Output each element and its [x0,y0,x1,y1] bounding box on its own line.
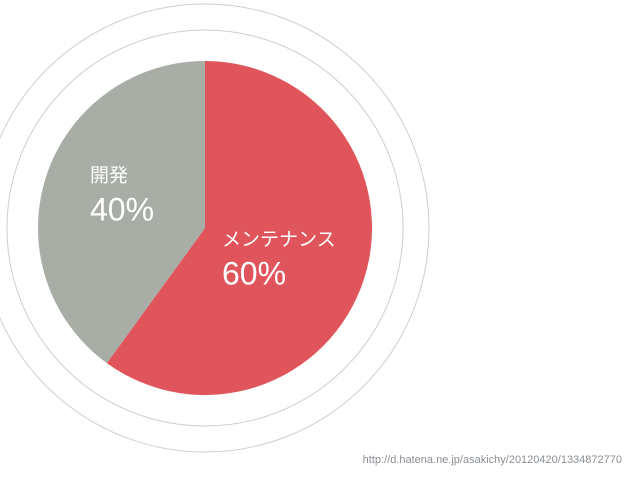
decor-ring [6,29,404,427]
source: http://d.hatena.ne.jp/asakichy/20120420/… [363,454,622,466]
decor-ring [0,3,430,453]
pie [37,60,372,395]
pie-slice [37,60,205,364]
category-label: メンテナンス [222,229,336,251]
value-label: 40% [90,191,154,227]
pie-slice [106,61,372,395]
value-label: 60% [222,255,286,291]
category-label: 開発 [90,165,128,187]
